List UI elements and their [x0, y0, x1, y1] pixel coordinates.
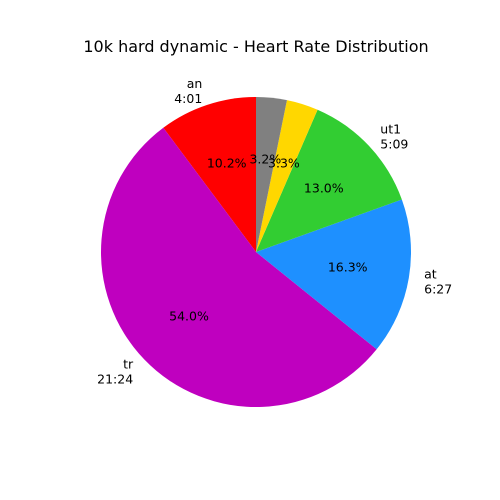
pie-outer-label: an 4:01 — [174, 76, 202, 106]
pie-percent-label: 54.0% — [169, 309, 209, 324]
slice-time: 5:09 — [380, 136, 408, 151]
pie-percent-label: 16.3% — [328, 259, 368, 274]
slice-name: at — [424, 266, 437, 281]
slice-name: an — [187, 76, 203, 91]
pie-percent-label: 13.0% — [304, 180, 344, 195]
slice-time: 4:01 — [174, 91, 202, 106]
pie-outer-label: ut1 5:09 — [380, 121, 408, 151]
pie-percent-label: 10.2% — [207, 156, 247, 171]
slice-name: ut1 — [380, 121, 401, 136]
pie-percent-label: 3.3% — [268, 155, 300, 170]
pie-outer-label: at 6:27 — [424, 266, 452, 296]
slice-name: tr — [123, 356, 134, 371]
slice-time: 21:24 — [97, 371, 133, 386]
pie-slice-at — [256, 199, 411, 350]
pie-labels: 10.2% an 4:01 54.0% tr 21:24 16.3% at 6:27 13.0% u… — [97, 76, 452, 386]
pie-slice-an — [163, 97, 256, 252]
pie-percent-label: 3.2% — [249, 151, 281, 166]
pie-slice-ut1 — [256, 109, 402, 252]
chart-title: 10k hard dynamic - Heart Rate Distributi… — [83, 37, 428, 56]
pie-slice-slice-5 — [256, 97, 287, 252]
pie-slice-slice-4 — [256, 100, 318, 252]
pie-outer-label: tr 21:24 — [97, 356, 134, 386]
slice-time: 6:27 — [424, 281, 452, 296]
pie-slices — [101, 97, 411, 407]
pie-slice-tr — [101, 127, 377, 407]
